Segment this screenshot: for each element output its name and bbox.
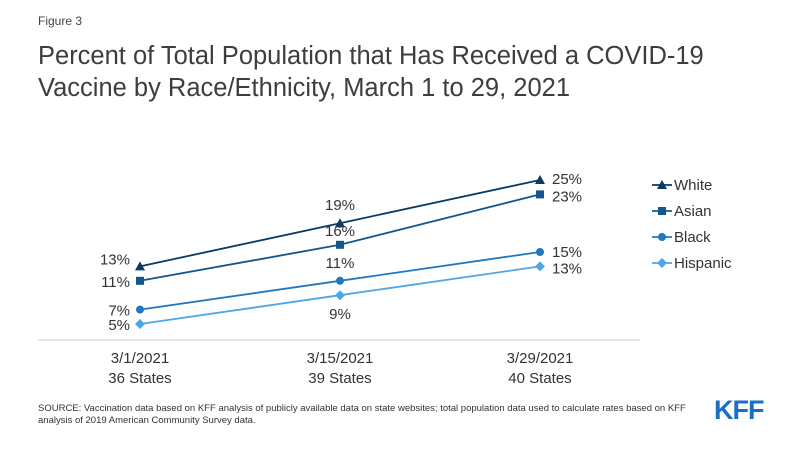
data-point-asian <box>136 276 144 285</box>
data-point-hispanic <box>535 261 545 272</box>
data-point-black <box>536 248 544 256</box>
data-point-asian <box>536 190 544 199</box>
line-chart: 3/1/2021 36 States 3/15/2021 39 States 3/29/… <box>38 171 732 387</box>
data-label: 5% <box>108 317 130 334</box>
data-point-black <box>136 305 144 314</box>
kff-logo: KFF <box>714 395 764 425</box>
x-tick-label-date: 3/15/2021 <box>307 350 374 367</box>
legend-label: Asian <box>674 203 712 220</box>
data-label: 11% <box>326 255 355 272</box>
legend-marker-asian <box>658 207 666 215</box>
legend-label: White <box>674 177 712 194</box>
legend-marker-white <box>657 180 667 189</box>
x-tick-label-states: 39 States <box>308 370 371 387</box>
data-point-hispanic <box>335 290 345 301</box>
source-note: SOURCE: Vaccination data based on KFF an… <box>38 403 686 426</box>
data-point-white <box>135 261 145 271</box>
data-label: 16% <box>325 223 355 240</box>
data-point-hispanic <box>135 319 145 329</box>
data-label: 15% <box>552 244 582 261</box>
legend-marker-hispanic <box>657 258 667 268</box>
data-point-white <box>335 218 345 228</box>
data-label: 13% <box>552 260 582 277</box>
figure-label: Figure 3 <box>38 14 83 28</box>
data-label: 13% <box>100 251 130 268</box>
x-tick-label-date: 3/1/2021 <box>111 350 169 367</box>
data-label: 7% <box>108 303 130 320</box>
legend-label: Hispanic <box>674 255 732 272</box>
x-tick-label-states: 40 States <box>508 370 571 387</box>
legend-marker-black <box>658 233 666 241</box>
legend-label: Black <box>674 229 711 246</box>
data-label: 19% <box>325 197 355 214</box>
data-label: 9% <box>329 306 351 323</box>
x-tick-label-date: 3/29/2021 <box>507 350 574 367</box>
chart-title: Percent of Total Population that Has Rec… <box>38 42 704 102</box>
data-point-white <box>535 175 545 184</box>
data-label: 23% <box>552 188 582 205</box>
data-point-black <box>336 276 344 285</box>
x-tick-label-states: 36 States <box>108 370 171 387</box>
data-point-asian <box>336 240 344 249</box>
data-label: 25% <box>552 171 582 188</box>
data-label: 11% <box>101 274 130 291</box>
